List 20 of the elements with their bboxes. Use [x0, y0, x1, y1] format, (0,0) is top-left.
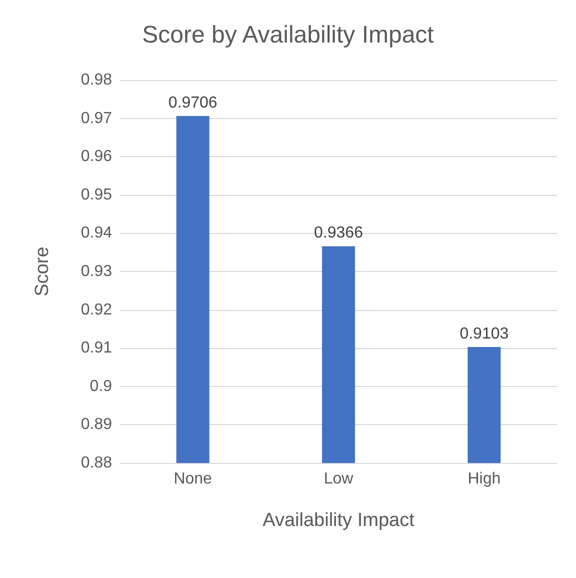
- y-tick-label: 0.93: [80, 263, 112, 280]
- y-tick-label: 0.92: [80, 301, 112, 318]
- y-tick-label: 0.94: [80, 224, 112, 242]
- x-axis-title: Availability Impact: [262, 510, 416, 531]
- y-tick-label: 0.96: [80, 148, 112, 166]
- x-tick-label: None: [174, 470, 212, 488]
- data-label: 0.9103: [460, 325, 509, 342]
- y-tick-label: 0.95: [80, 186, 112, 204]
- x-tick-label: High: [468, 470, 501, 488]
- y-tick-label: 0.98: [80, 72, 112, 88]
- y-tick-label: 0.88: [80, 454, 112, 472]
- y-tick-label: 0.89: [80, 416, 112, 434]
- y-tick-label: 0.91: [80, 340, 112, 357]
- y-axis-title: Score: [32, 246, 53, 296]
- y-tick-label: 0.97: [80, 110, 112, 127]
- y-tick-label: 0.9: [90, 378, 112, 395]
- x-tick-label: Low: [324, 470, 354, 488]
- chart-title: Score by Availability Impact: [142, 22, 434, 48]
- data-label: 0.9366: [314, 224, 364, 242]
- data-label: 0.9706: [168, 94, 218, 112]
